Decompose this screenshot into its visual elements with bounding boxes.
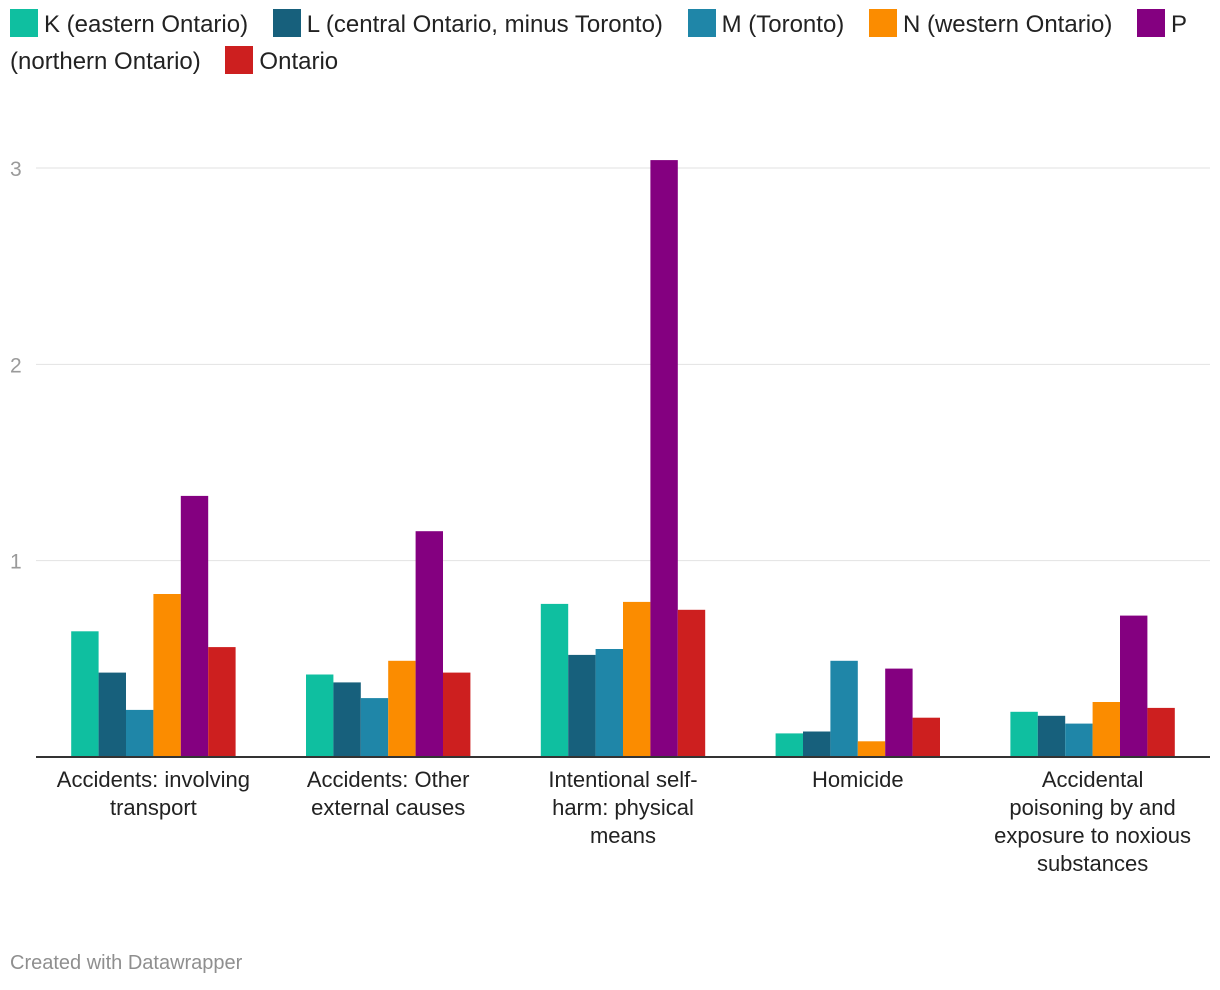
bar	[540, 603, 569, 757]
bar	[208, 647, 236, 757]
legend-swatch	[1137, 9, 1166, 37]
bar	[775, 733, 803, 757]
bar	[1147, 707, 1175, 757]
bar	[830, 660, 858, 757]
legend-item: N (western Ontario)	[868, 9, 1113, 38]
legend-swatch	[10, 9, 38, 37]
legend-label: M (Toronto)	[721, 11, 845, 38]
legend-item: L (central Ontario, minus Toronto)	[272, 9, 663, 38]
legend-swatch	[272, 9, 301, 37]
bar	[1065, 723, 1093, 757]
legend-label: L (central Ontario, minus Toronto)	[306, 11, 663, 38]
legend-swatch	[868, 9, 897, 37]
bar	[333, 682, 361, 757]
legend-item: K (eastern Ontario)	[10, 9, 249, 38]
y-tick-label: 3	[10, 158, 22, 181]
legend-label: Ontario	[259, 48, 339, 75]
bar	[912, 717, 940, 757]
bar	[180, 495, 209, 757]
bar	[1010, 711, 1038, 757]
bar	[857, 741, 886, 757]
bar	[153, 594, 181, 757]
bar	[803, 731, 831, 757]
bar	[1037, 715, 1066, 757]
credit-text: Created with Datawrapper	[10, 952, 243, 974]
bar	[568, 654, 596, 757]
x-tick-label: Intentional self-harm: physical means	[548, 767, 698, 848]
bar	[306, 674, 334, 757]
bar	[360, 698, 389, 757]
x-tick-label: Accidents: involving transport	[56, 767, 250, 820]
x-tick-label: Homicide	[811, 767, 904, 792]
bar	[885, 668, 913, 757]
y-tick-label: 2	[10, 354, 22, 377]
bar	[126, 709, 154, 757]
legend-label: K (eastern Ontario)	[44, 11, 249, 38]
bar	[677, 609, 706, 758]
legend-item: P (northern Ontario)	[10, 9, 1187, 75]
bar	[98, 672, 126, 757]
bar	[415, 531, 443, 757]
bar	[71, 631, 99, 757]
bar	[1120, 615, 1148, 757]
bars	[71, 160, 1175, 758]
legend-label: P (northern Ontario)	[10, 11, 1187, 75]
bar	[388, 660, 416, 757]
legend-item: M (Toronto)	[687, 9, 845, 38]
x-tick-label: Accidental poisoning by and exposure to …	[994, 767, 1192, 876]
legend-item: Ontario	[225, 46, 339, 75]
legend: K (eastern Ontario) L (central Ontario, …	[10, 6, 1205, 80]
bar	[650, 160, 678, 758]
legend-swatch	[687, 9, 716, 37]
bar	[443, 672, 471, 757]
x-tick-label: Accidents: Other external causes	[306, 767, 470, 820]
bar	[623, 601, 651, 757]
y-tick-label: 1	[10, 551, 22, 574]
bar	[595, 649, 623, 757]
bar	[1092, 702, 1120, 757]
legend-swatch	[225, 46, 254, 74]
gridlines: 1 2 3	[10, 158, 1210, 574]
legend-label: N (western Ontario)	[902, 11, 1113, 38]
